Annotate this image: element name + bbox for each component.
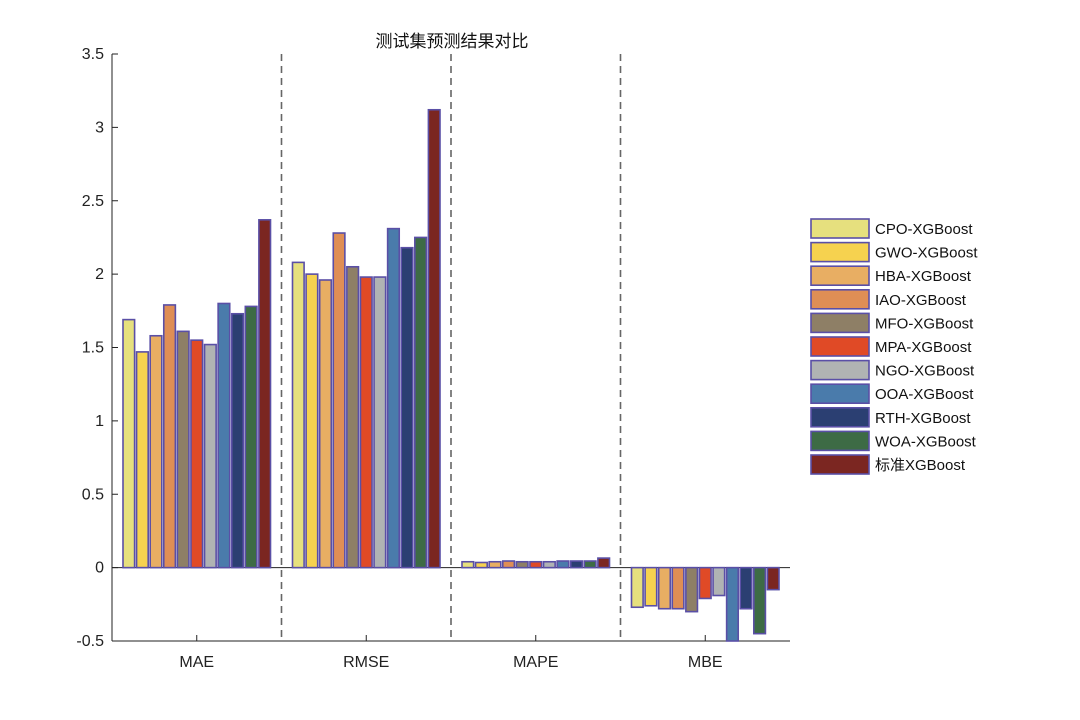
bar-mae bbox=[258, 219, 272, 569]
legend-label: 标准XGBoost bbox=[875, 457, 966, 474]
bar-rmse bbox=[346, 265, 360, 569]
y-tick-label: 3.5 bbox=[82, 46, 104, 63]
legend-label: RTH-XGBoost bbox=[875, 410, 971, 427]
bar-mae bbox=[122, 318, 136, 569]
bar-rmse bbox=[332, 232, 346, 569]
bar-mape bbox=[569, 560, 584, 569]
bar-mape bbox=[583, 560, 597, 569]
bar-mape bbox=[474, 561, 488, 569]
bar-rmse bbox=[373, 276, 387, 569]
legend-label: IAO-XGBoost bbox=[875, 292, 967, 309]
plot-area: -0.5 0 0.5 1 1.5 2 2.5 3 3.5 MAE RMSE MAPE MBE bbox=[76, 46, 790, 671]
bar-mape bbox=[597, 557, 611, 569]
bar-rmse bbox=[427, 108, 441, 569]
legend-swatch bbox=[810, 406, 870, 428]
legend-label: OOA-XGBoost bbox=[875, 386, 974, 403]
bar-rmse bbox=[318, 279, 333, 569]
y-tick-label: -0.5 bbox=[76, 633, 104, 650]
bar-rmse bbox=[414, 236, 428, 569]
y-tick-label: 2.5 bbox=[82, 193, 104, 210]
legend-swatch bbox=[810, 288, 870, 310]
legend-label: GWO-XGBoost bbox=[875, 245, 978, 262]
bar-mae bbox=[135, 351, 149, 569]
bar-mbe bbox=[630, 566, 644, 609]
legend-label: WOA-XGBoost bbox=[875, 433, 977, 450]
bar-mae bbox=[217, 302, 231, 569]
legend-swatch bbox=[810, 359, 870, 381]
bar-mbe bbox=[671, 566, 685, 610]
bar-mae bbox=[176, 330, 190, 569]
bar-mae bbox=[190, 339, 204, 569]
legend-swatch bbox=[810, 312, 870, 334]
x-tick-label: MAPE bbox=[513, 654, 558, 671]
legend-label: NGO-XGBoost bbox=[875, 363, 975, 380]
x-tick-label: MAE bbox=[179, 654, 214, 671]
bar-mae bbox=[162, 304, 177, 569]
y-tick-label: 3 bbox=[95, 119, 104, 136]
bar-rmse bbox=[386, 227, 401, 569]
x-tick-label: RMSE bbox=[343, 654, 389, 671]
bar-mbe bbox=[657, 566, 672, 610]
bar-rmse bbox=[291, 261, 305, 569]
legend-swatch bbox=[810, 430, 870, 452]
bar-mae bbox=[244, 305, 258, 569]
bar-mape bbox=[488, 560, 502, 569]
bar-mbe bbox=[753, 566, 767, 635]
bar-mbe bbox=[685, 566, 699, 613]
legend-swatch bbox=[810, 383, 870, 405]
bar-rmse bbox=[400, 246, 414, 569]
legend-swatch bbox=[810, 265, 870, 287]
bar-mbe bbox=[766, 566, 780, 591]
bar-mape bbox=[461, 560, 475, 569]
bar-rmse bbox=[305, 273, 319, 569]
legend-label: MFO-XGBoost bbox=[875, 315, 974, 332]
bar-mape bbox=[501, 560, 516, 569]
legend-swatch bbox=[810, 454, 870, 475]
bar-mbe bbox=[698, 566, 712, 600]
y-tick-label: 0 bbox=[95, 560, 104, 577]
legend-label: HBA-XGBoost bbox=[875, 268, 972, 285]
y-tick-label: 1.5 bbox=[82, 340, 104, 357]
legend-label: CPO-XGBoost bbox=[875, 221, 973, 238]
bar-mae bbox=[149, 334, 163, 569]
bar-mae bbox=[230, 312, 245, 569]
bar-mape bbox=[542, 560, 556, 569]
bar-mape bbox=[556, 560, 570, 569]
y-tick-label: 2 bbox=[95, 266, 104, 283]
bar-mae bbox=[203, 343, 217, 569]
bar-mbe bbox=[644, 566, 658, 607]
legend-swatch bbox=[810, 336, 870, 357]
bar-mape bbox=[515, 560, 529, 569]
bar-mbe bbox=[725, 566, 740, 642]
bar-mbe bbox=[739, 566, 753, 610]
x-tick-label: MBE bbox=[688, 654, 723, 671]
y-tick-label: 1 bbox=[95, 413, 104, 430]
y-tick-label: 0.5 bbox=[82, 486, 104, 503]
legend-swatch bbox=[810, 241, 870, 263]
legend-swatch bbox=[810, 218, 870, 239]
legend: CPO-XGBoost GWO-XGBoost HBA-XGBoost IAO-XGB… bbox=[810, 218, 978, 475]
chart-title: 测试集预测结果对比 bbox=[376, 32, 529, 52]
bar-rmse bbox=[359, 276, 373, 569]
bar-mape bbox=[529, 560, 543, 569]
bar-mbe bbox=[712, 566, 726, 597]
legend-label: MPA-XGBoost bbox=[875, 339, 972, 356]
